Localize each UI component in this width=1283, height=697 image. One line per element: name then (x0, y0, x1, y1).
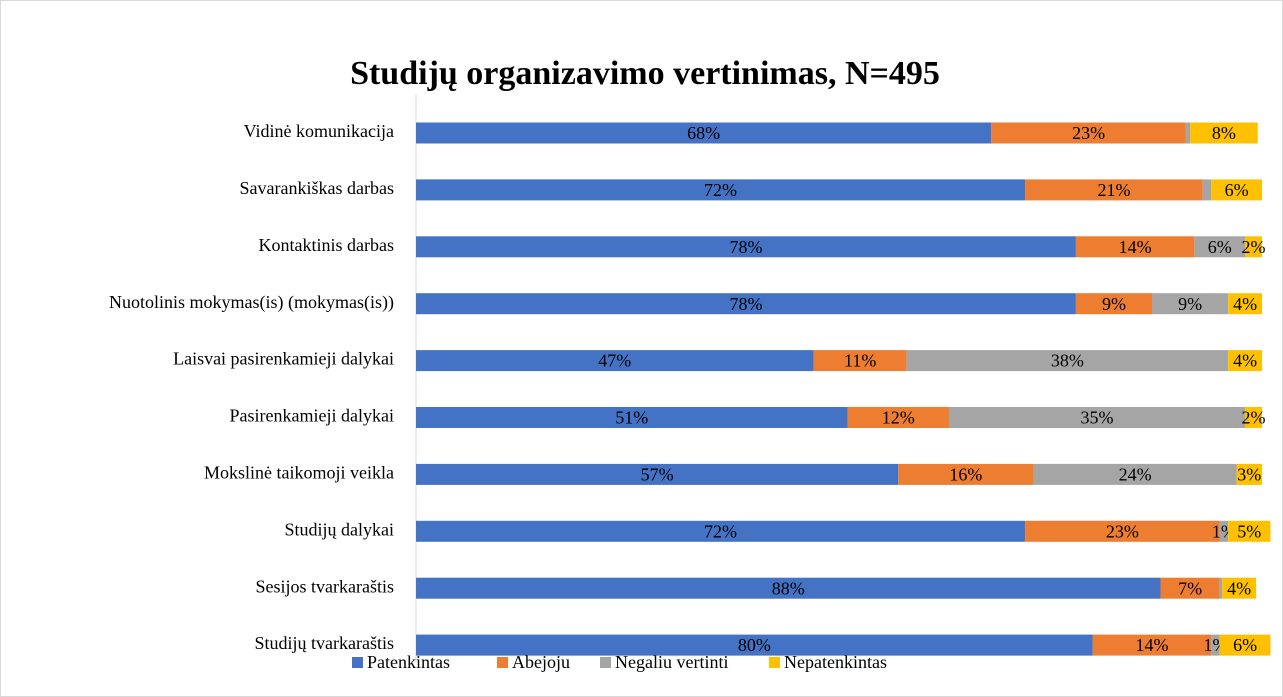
bar-segment (906, 350, 1229, 372)
data-label: 35% (1081, 408, 1114, 428)
data-label: 4% (1233, 351, 1257, 371)
data-label: 7% (1178, 578, 1202, 598)
data-label: 21% (1097, 180, 1130, 200)
data-label: 4% (1227, 578, 1251, 598)
chart-title: Studijų organizavimo vertinimas, N=495 (350, 55, 940, 92)
bar-segment (416, 520, 1026, 542)
data-label: 6% (1225, 180, 1249, 200)
legend-label: Nepatenkintas (784, 652, 887, 672)
y-tick-label: Kontaktinis darbas (259, 235, 394, 255)
bar-segment (1025, 520, 1220, 542)
bar-segment (416, 350, 814, 372)
data-label: 16% (949, 465, 982, 485)
data-label: 78% (729, 237, 762, 257)
bar-segment (1236, 463, 1262, 485)
data-label: 47% (598, 351, 631, 371)
legend-swatch (352, 657, 363, 668)
data-label: 14% (1136, 635, 1169, 655)
bar-segment (1219, 520, 1229, 542)
bar-segment (1152, 293, 1229, 315)
bar-segment (1245, 236, 1262, 258)
data-label: 78% (729, 294, 762, 314)
bar-segment (1190, 122, 1258, 144)
bar-segment (1194, 236, 1246, 258)
data-label: 9% (1178, 294, 1202, 314)
data-label: 9% (1102, 294, 1126, 314)
bar-segment (1211, 634, 1220, 656)
data-label: 12% (882, 408, 915, 428)
data-label: 6% (1233, 635, 1257, 655)
bar-segment (1025, 179, 1203, 201)
y-tick-label: Mokslinė taikomoji veikla (204, 463, 394, 483)
data-label: 5% (1237, 521, 1261, 541)
data-label: 72% (704, 180, 737, 200)
bar-segment (416, 634, 1093, 656)
bar-segment (1219, 577, 1223, 599)
data-label: 24% (1119, 465, 1152, 485)
bar-segment (1202, 179, 1212, 201)
bar-segment (1075, 236, 1195, 258)
bar-segment (1228, 350, 1262, 372)
bar-segment (1092, 634, 1212, 656)
legend-swatch (769, 657, 780, 668)
bar-segment (1228, 520, 1271, 542)
bar-segment (1075, 293, 1153, 315)
data-label: 23% (1106, 521, 1139, 541)
y-tick-label: Laisvai pasirenkamieji dalykai (173, 349, 394, 369)
bar-segment (1222, 577, 1257, 599)
bar-segment (1185, 122, 1191, 144)
data-label: 88% (772, 578, 805, 598)
data-label: 2% (1242, 408, 1266, 428)
data-label: 80% (738, 635, 771, 655)
y-tick-label: Studijų tvarkaraštis (255, 633, 394, 653)
bar-segment (813, 350, 907, 372)
bar-segment (948, 407, 1246, 428)
data-label: 57% (641, 465, 674, 485)
bar-segment (991, 122, 1186, 144)
data-label: 38% (1051, 351, 1084, 371)
data-label: 68% (687, 123, 720, 143)
y-tick-label: Vidinė komunikacija (244, 121, 394, 141)
data-label: 14% (1119, 237, 1152, 257)
bar-segment (416, 293, 1076, 315)
data-label: 6% (1208, 237, 1232, 257)
bar-segment (1211, 179, 1262, 201)
data-label: 72% (704, 521, 737, 541)
data-label: 51% (615, 408, 648, 428)
bar-segment (416, 407, 848, 428)
bar-segment (1219, 634, 1271, 656)
legend-label: Patenkintas (367, 652, 450, 672)
y-tick-label: Studijų dalykai (285, 519, 395, 539)
bar-segment (898, 463, 1034, 485)
bar-segment (416, 463, 899, 485)
data-label: 23% (1072, 123, 1105, 143)
y-tick-label: Savarankiškas darbas (240, 178, 394, 198)
data-label: 4% (1233, 294, 1257, 314)
bar-segment (1228, 293, 1262, 315)
data-label: 8% (1212, 123, 1236, 143)
legend-label: Negaliu vertinti (615, 652, 728, 672)
legend-swatch (600, 657, 611, 668)
legend-swatch (497, 657, 508, 668)
y-tick-label: Nuotolinis mokymas(is) (mokymas(is)) (109, 292, 394, 313)
bar-segment (416, 577, 1161, 599)
bar-segment (1033, 463, 1237, 485)
bar-segment (1160, 577, 1220, 599)
data-label: 2% (1242, 237, 1266, 257)
bar-segment (1245, 407, 1262, 428)
bar-segment (416, 122, 992, 144)
y-tick-label: Pasirenkamieji dalykai (230, 406, 394, 426)
bar-segment (847, 407, 949, 428)
legend-label: Abejoju (512, 652, 570, 672)
data-label: 3% (1237, 465, 1261, 485)
bar-segment (416, 179, 1026, 201)
y-tick-label: Sesijos tvarkaraštis (256, 576, 394, 596)
bar-segment (416, 236, 1076, 258)
data-label: 11% (844, 351, 876, 371)
